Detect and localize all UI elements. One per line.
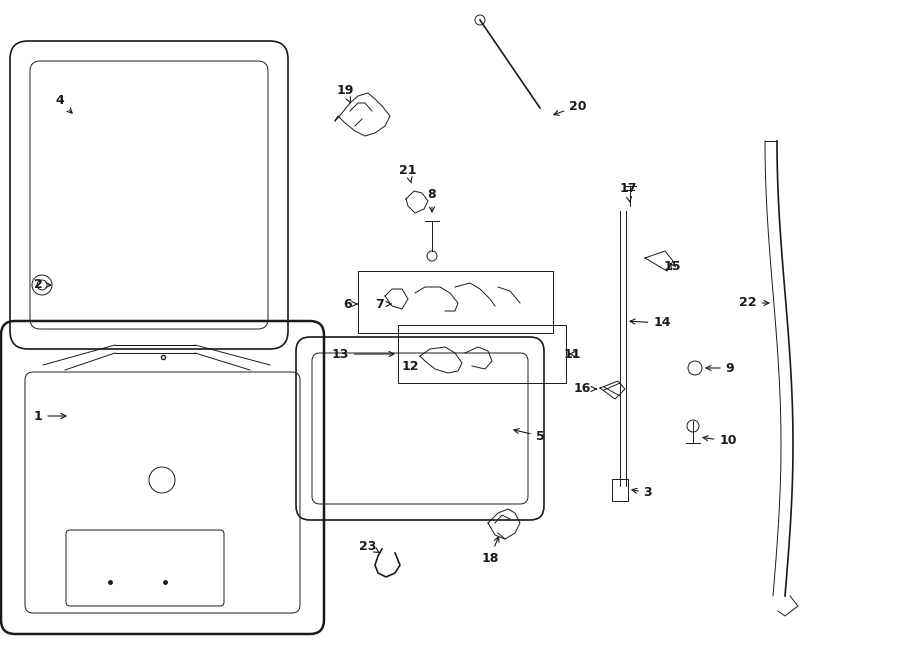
Text: 9: 9 xyxy=(706,362,734,375)
Bar xyxy=(612,479,628,501)
Text: 19: 19 xyxy=(337,85,354,103)
Text: 23: 23 xyxy=(359,539,380,553)
Text: 21: 21 xyxy=(400,165,417,183)
Text: 6: 6 xyxy=(344,297,358,311)
Text: 10: 10 xyxy=(703,434,737,447)
Text: 4: 4 xyxy=(56,95,72,113)
Text: 5: 5 xyxy=(514,428,544,442)
Text: 13: 13 xyxy=(331,348,394,360)
Text: 1: 1 xyxy=(33,410,66,422)
Text: 16: 16 xyxy=(573,383,597,395)
Text: 14: 14 xyxy=(630,317,670,329)
Text: 22: 22 xyxy=(739,297,769,309)
Text: 3: 3 xyxy=(632,486,652,500)
Text: 12: 12 xyxy=(401,360,419,373)
Text: 2: 2 xyxy=(33,278,51,292)
Text: 15: 15 xyxy=(663,260,680,272)
Bar xyxy=(358,271,553,333)
Text: 18: 18 xyxy=(482,537,499,564)
Text: 11: 11 xyxy=(563,348,580,360)
Text: 7: 7 xyxy=(375,297,391,311)
Bar xyxy=(398,325,566,383)
Text: 17: 17 xyxy=(619,182,637,202)
Text: 8: 8 xyxy=(428,188,436,212)
Text: 20: 20 xyxy=(554,100,587,115)
